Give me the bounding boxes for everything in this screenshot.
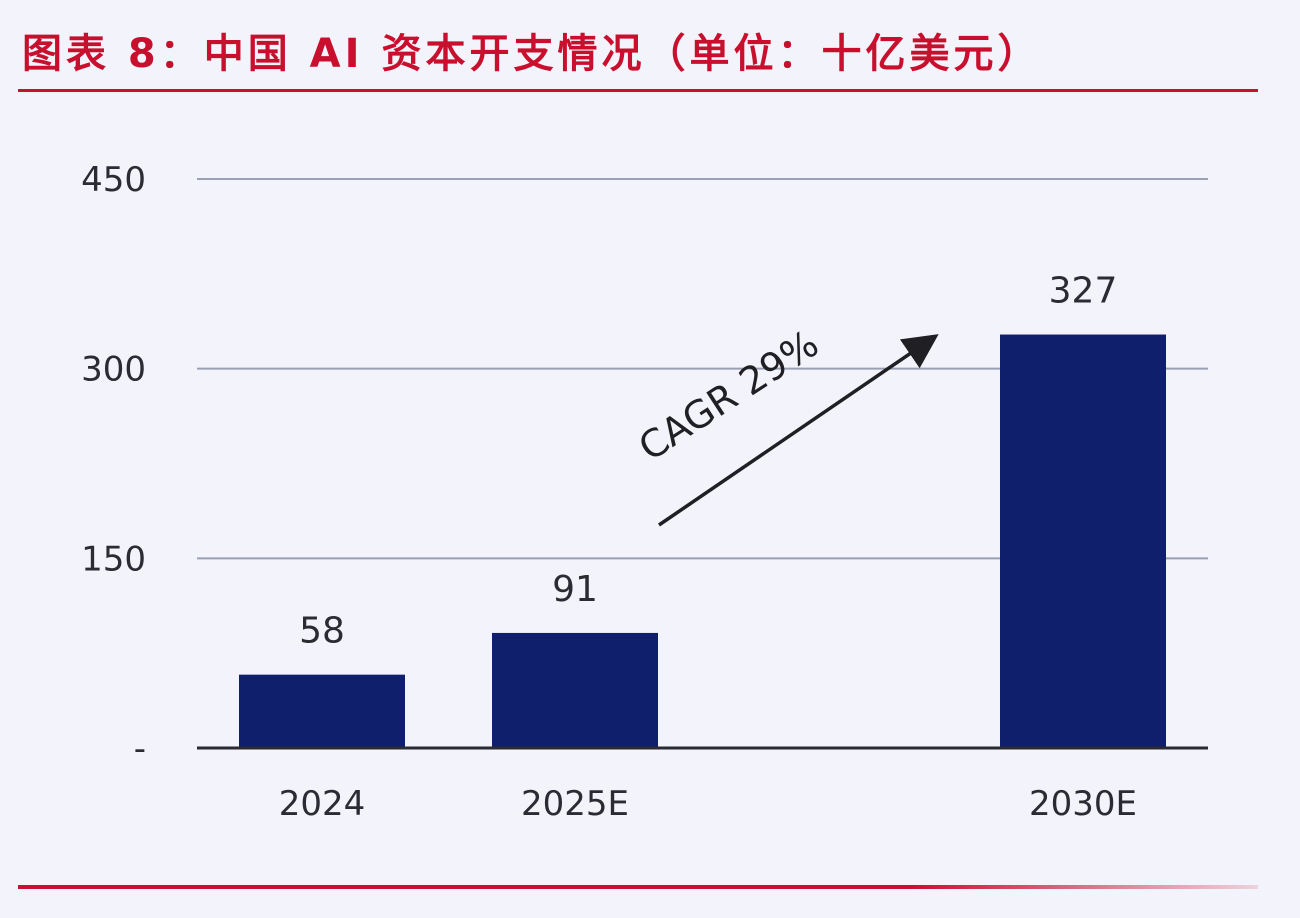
y-tick-label: 450 [81, 160, 146, 200]
y-axis-ticks: - 150 300 450 [81, 160, 146, 769]
y-tick-label: 150 [81, 539, 146, 579]
cagr-annotation: CAGR 29% [631, 321, 939, 527]
y-tick-label: - [134, 729, 146, 769]
bar-2030E [1000, 334, 1166, 748]
x-tick-label: 2030E [1029, 784, 1137, 824]
data-label: 91 [552, 569, 598, 610]
data-labels: 58 91 327 [299, 271, 1117, 652]
cagr-label: CAGR 29% [631, 321, 826, 469]
page-title: 图表 8：中国 AI 资本开支情况（单位：十亿美元） [22, 31, 1042, 77]
x-tick-label: 2024 [279, 784, 366, 824]
bar-2025E [492, 632, 658, 748]
bottom-rule [18, 885, 1258, 889]
title-underline [18, 89, 1258, 92]
bar-2024 [239, 674, 405, 748]
data-label: 58 [299, 611, 345, 652]
bars [239, 334, 1166, 748]
x-tick-label: 2025E [521, 784, 629, 824]
x-axis-ticks: 2024 2025E 2030E [279, 784, 1137, 824]
y-tick-label: 300 [81, 350, 146, 390]
cagr-arrow [658, 334, 939, 527]
data-label: 327 [1049, 271, 1118, 312]
